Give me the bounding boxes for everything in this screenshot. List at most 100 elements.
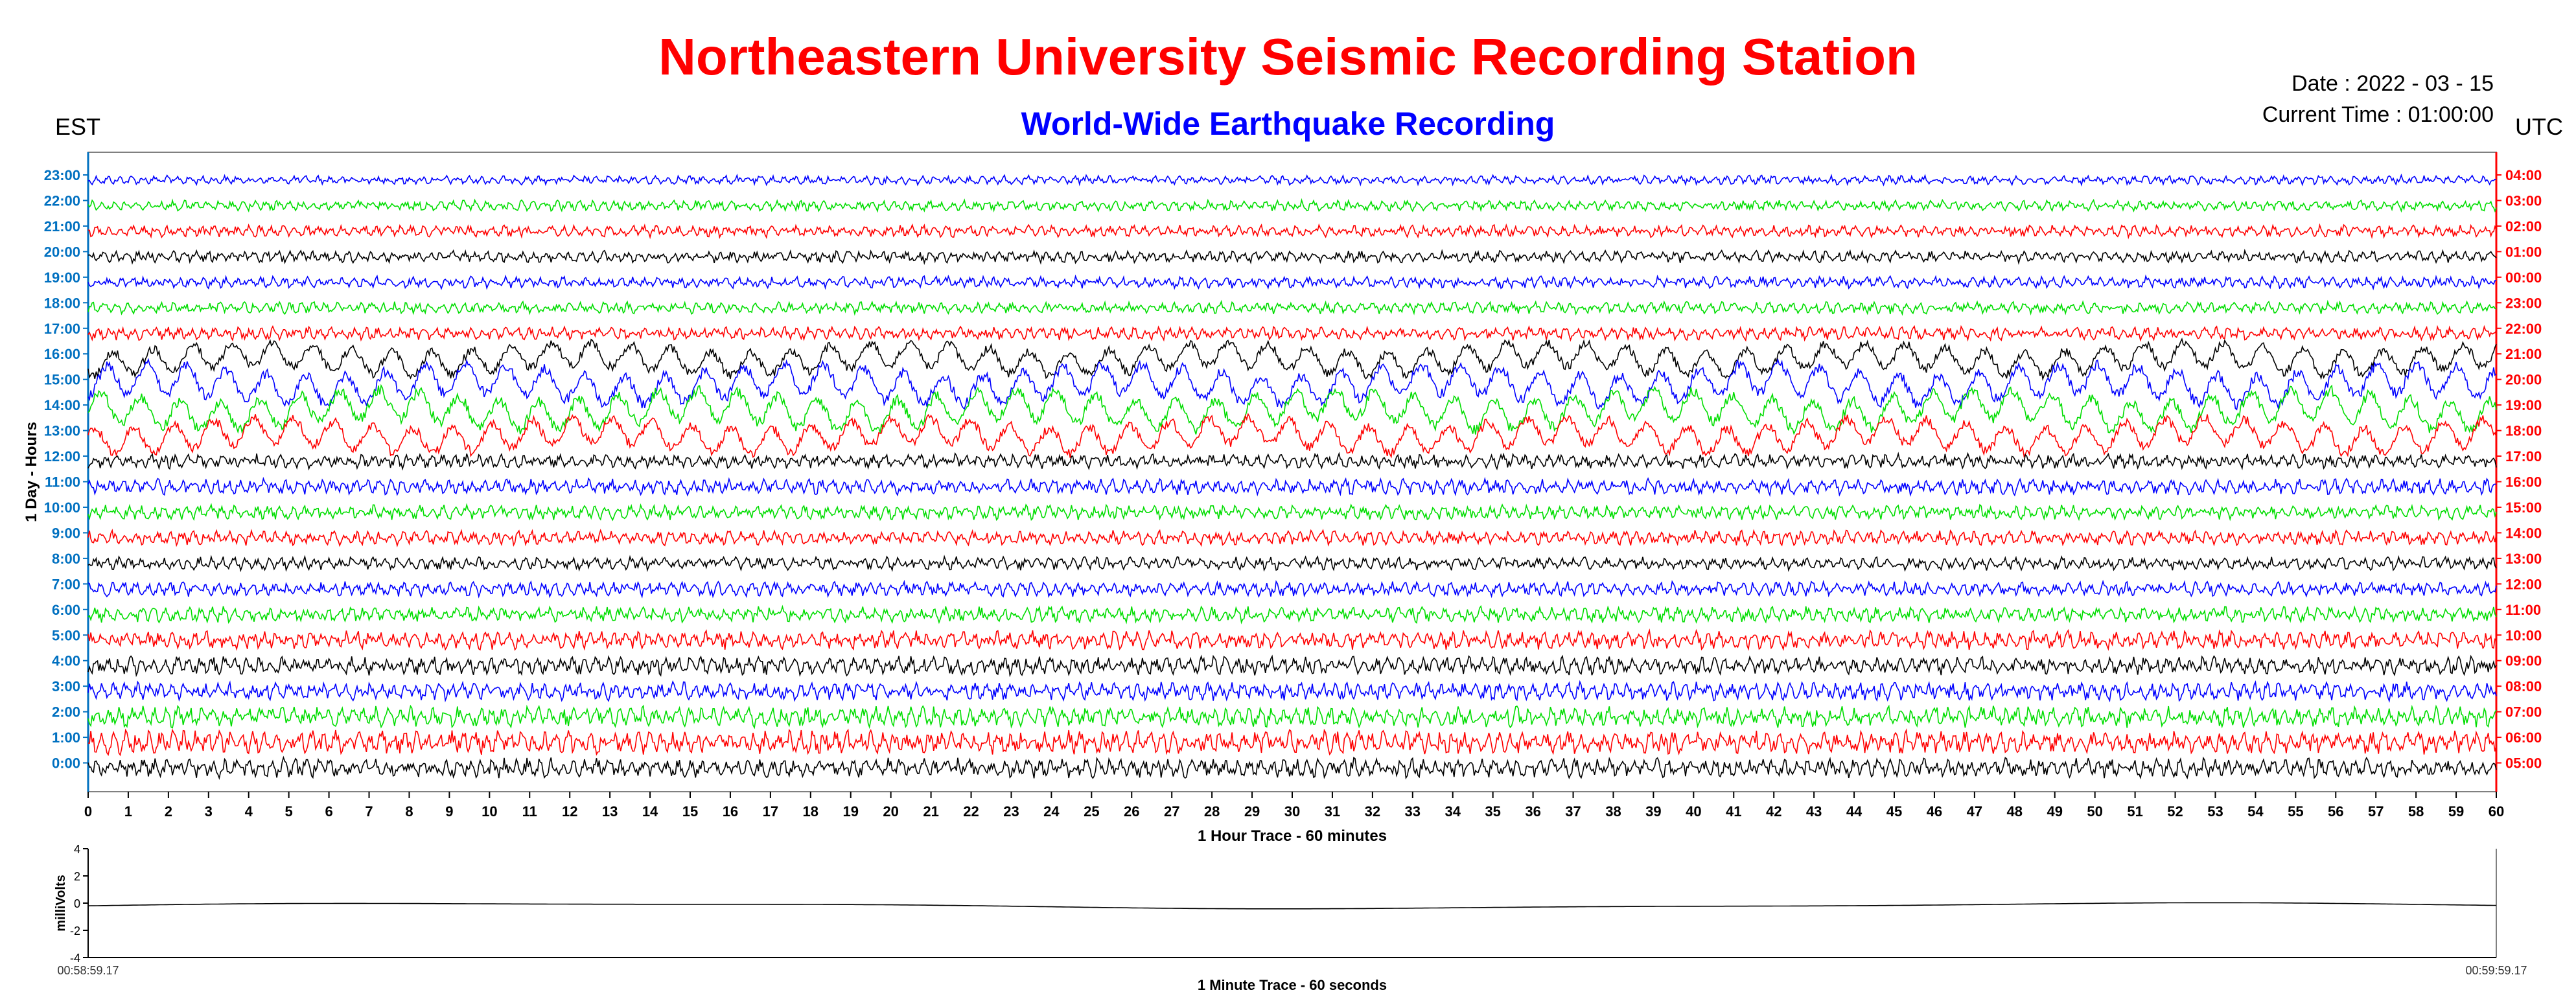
right-tick-label: 07:00 — [2505, 704, 2542, 720]
page-subtitle: World-Wide Earthquake Recording — [1021, 106, 1555, 142]
est-zone-label: EST — [55, 113, 101, 140]
right-tick-label: 11:00 — [2505, 602, 2541, 618]
right-tick-label: 16:00 — [2505, 474, 2542, 490]
right-tick-label: 01:00 — [2505, 244, 2542, 260]
seismic-trace — [87, 325, 2497, 342]
right-tick-label: 00:00 — [2505, 270, 2542, 286]
page-title: Northeastern University Seismic Recordin… — [658, 28, 1918, 86]
seismic-trace — [87, 628, 2497, 652]
right-tick-label: 17:00 — [2505, 448, 2542, 465]
left-tick-label: 14:00 — [44, 397, 80, 413]
left-tick-label: 4:00 — [52, 653, 80, 669]
seismic-trace — [87, 579, 2497, 599]
mini-y-tick-label: -4 — [70, 952, 80, 965]
seismic-trace — [87, 248, 2497, 266]
x-tick-label: 51 — [2127, 803, 2142, 820]
x-tick-label: 44 — [1846, 803, 1862, 820]
right-tick-label: 21:00 — [2505, 346, 2542, 362]
left-tick-label: 20:00 — [44, 244, 80, 260]
x-tick-label: 8 — [405, 803, 413, 820]
x-tick-label: 7 — [365, 803, 373, 820]
x-tick-label: 27 — [1164, 803, 1179, 820]
seismic-trace — [87, 604, 2497, 625]
x-tick-label: 60 — [2489, 803, 2504, 820]
x-tick-label: 59 — [2448, 803, 2464, 820]
x-tick-label: 15 — [682, 803, 698, 820]
right-tick-label: 22:00 — [2505, 321, 2542, 337]
seismic-trace — [87, 358, 2497, 411]
x-tick-label: 47 — [1967, 803, 1982, 820]
x-tick-label: 10 — [482, 803, 497, 820]
x-tick-label: 9 — [445, 803, 453, 820]
mini-trace-line — [87, 902, 2496, 910]
right-tick-label: 02:00 — [2505, 218, 2542, 235]
seismic-trace — [87, 755, 2497, 780]
left-tick-label: 11:00 — [45, 474, 80, 490]
x-tick-label: 36 — [1525, 803, 1540, 820]
x-tick-label: 20 — [883, 803, 898, 820]
x-tick-label: 38 — [1605, 803, 1621, 820]
x-tick-label: 5 — [285, 803, 293, 820]
left-tick-label: 10:00 — [44, 500, 80, 516]
seismic-trace — [87, 503, 2497, 522]
x-tick-label: 21 — [923, 803, 938, 820]
left-tick-label: 15:00 — [44, 372, 80, 388]
right-tick-label: 14:00 — [2505, 525, 2542, 541]
x-tick-label: 37 — [1565, 803, 1581, 820]
right-tick-label: 12:00 — [2505, 576, 2542, 592]
x-tick-label: 50 — [2087, 803, 2102, 820]
seismic-trace — [87, 476, 2497, 498]
x-tick-label: 35 — [1485, 803, 1500, 820]
x-tick-label: 12 — [562, 803, 577, 820]
x-axis-label: 1 Hour Trace - 60 minutes — [1198, 827, 1387, 845]
seismic-trace — [87, 299, 2497, 316]
x-tick-label: 16 — [723, 803, 738, 820]
x-tick-label: 54 — [2247, 803, 2264, 820]
seismic-trace — [87, 412, 2497, 459]
x-tick-label: 2 — [165, 803, 172, 820]
x-tick-label: 56 — [2328, 803, 2343, 820]
x-tick-label: 29 — [1244, 803, 1260, 820]
mini-x-start-label: 00:58:59.17 — [57, 964, 119, 977]
x-tick-label: 17 — [763, 803, 778, 820]
x-tick-label: 0 — [84, 803, 92, 820]
seismic-trace — [87, 654, 2497, 678]
right-tick-label: 06:00 — [2505, 729, 2542, 746]
x-tick-label: 13 — [602, 803, 618, 820]
seismic-trace — [87, 274, 2497, 291]
seismic-trace — [87, 555, 2497, 573]
left-tick-label: 23:00 — [44, 167, 80, 183]
left-tick-label: 8:00 — [52, 551, 80, 567]
seismic-trace — [87, 338, 2497, 382]
right-tick-label: 23:00 — [2505, 295, 2542, 311]
current-time-label: Current Time : 01:00:00 — [2262, 102, 2494, 127]
left-tick-label: 18:00 — [44, 295, 80, 311]
right-tick-label: 09:00 — [2505, 653, 2542, 669]
x-tick-label: 46 — [1927, 803, 1942, 820]
x-tick-label: 30 — [1284, 803, 1300, 820]
x-tick-label: 58 — [2408, 803, 2424, 820]
utc-zone-label: UTC — [2515, 113, 2563, 140]
left-tick-label: 21:00 — [44, 218, 80, 235]
left-tick-label: 7:00 — [52, 576, 80, 592]
x-tick-label: 26 — [1124, 803, 1139, 820]
x-tick-label: 57 — [2368, 803, 2384, 820]
x-tick-label: 33 — [1405, 803, 1421, 820]
seismic-trace — [87, 728, 2497, 757]
x-tick-label: 53 — [2207, 803, 2223, 820]
x-tick-label: 23 — [1003, 803, 1019, 820]
mini-x-axis-label: 1 Minute Trace - 60 seconds — [1198, 977, 1387, 993]
right-tick-label: 03:00 — [2505, 192, 2542, 209]
left-tick-label: 0:00 — [52, 755, 80, 772]
right-tick-label: 19:00 — [2505, 397, 2542, 413]
x-tick-label: 40 — [1686, 803, 1701, 820]
left-tick-label: 19:00 — [44, 270, 80, 286]
x-tick-label: 42 — [1766, 803, 1781, 820]
mini-y-tick-label: -2 — [70, 924, 80, 937]
right-tick-label: 08:00 — [2505, 678, 2542, 695]
x-tick-label: 25 — [1084, 803, 1099, 820]
x-tick-label: 52 — [2167, 803, 2183, 820]
left-tick-label: 22:00 — [44, 192, 80, 209]
right-tick-label: 13:00 — [2505, 551, 2542, 567]
